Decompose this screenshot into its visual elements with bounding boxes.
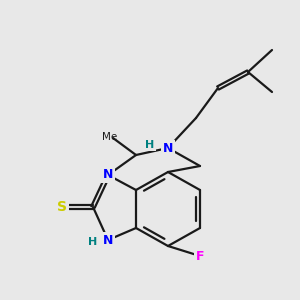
Text: N: N [163,142,173,154]
Text: N: N [103,169,113,182]
Text: H: H [146,140,154,150]
Text: S: S [57,200,67,214]
Text: F: F [196,250,204,262]
Text: H: H [88,237,98,247]
Text: Me: Me [102,132,118,142]
Text: N: N [103,233,113,247]
